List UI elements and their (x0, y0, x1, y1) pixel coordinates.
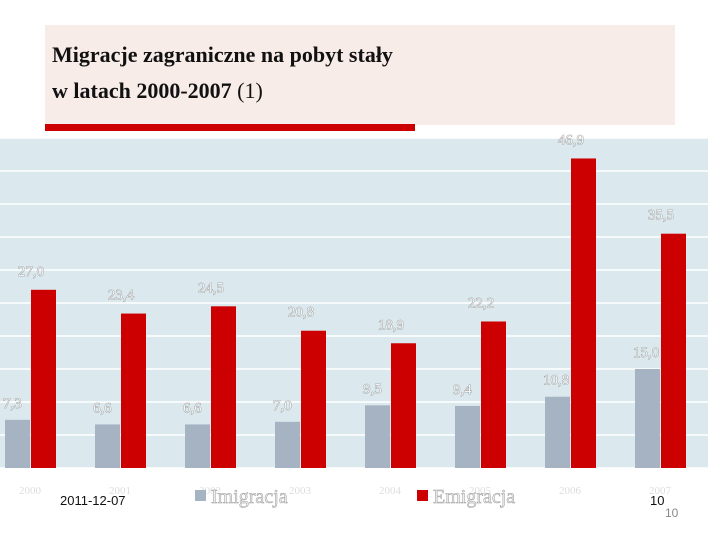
title-line-2: w latach 2000-2007 (1) (52, 78, 263, 103)
data-label: 15,0 (633, 345, 659, 361)
data-label: 7,3 (3, 396, 22, 412)
title-note: (1) (237, 78, 263, 103)
slide-number: 10 (650, 493, 664, 508)
page-number: 10 (665, 506, 679, 520)
bar (301, 330, 326, 468)
data-label: 24,5 (198, 280, 224, 296)
data-label: 27,0 (18, 264, 44, 280)
x-tick-label: 2006 (559, 485, 582, 497)
bar (635, 369, 660, 468)
data-label: 7,0 (273, 398, 292, 414)
legend-label: Emigracja (433, 486, 515, 508)
legend-label: Imigracja (211, 486, 288, 508)
bar (211, 306, 236, 468)
x-tick-label: 2000 (19, 485, 42, 497)
bar (545, 396, 570, 468)
title-box (45, 25, 675, 125)
date: 2011-12-07 (60, 493, 126, 508)
x-tick-label: 2007 (649, 485, 672, 497)
bar (5, 419, 30, 468)
x-tick-label: 2003 (289, 485, 312, 497)
data-label: 35,5 (648, 208, 674, 224)
title-line: w latach 2000-2007 (52, 78, 232, 103)
legend-swatch (417, 490, 428, 501)
data-label: 20,8 (288, 305, 314, 321)
data-label: 6,6 (183, 400, 202, 416)
bar (455, 405, 480, 468)
bar (365, 405, 390, 468)
x-tick-label: 2005 (469, 485, 492, 497)
title-rule (45, 124, 415, 131)
data-label: 23,4 (108, 288, 135, 304)
bar (571, 158, 596, 468)
data-label: 9,5 (363, 381, 382, 397)
bar (481, 321, 506, 468)
data-label: 22,2 (468, 295, 494, 311)
data-label: 6,6 (93, 400, 112, 416)
chart: 7,3 6,6 6,6 7,0 9,5 9,4 10,8 15,0 27,0 23,4 24,5 20… (0, 132, 708, 508)
data-label: 46,9 (558, 132, 584, 148)
x-tick-label: 2001 (109, 485, 131, 497)
bar (275, 421, 300, 468)
legend-swatch (195, 490, 206, 501)
data-label: 10,8 (543, 373, 569, 389)
bar (661, 233, 686, 468)
bar (391, 343, 416, 468)
data-label: 18,9 (378, 317, 404, 333)
bar (121, 313, 146, 468)
bar (185, 424, 210, 468)
x-tick-label: 2004 (379, 485, 402, 497)
bar (31, 289, 56, 468)
data-label: 9,4 (453, 382, 472, 398)
title-line: Migracje zagraniczne na pobyt stały (52, 42, 393, 67)
bar (95, 424, 120, 468)
